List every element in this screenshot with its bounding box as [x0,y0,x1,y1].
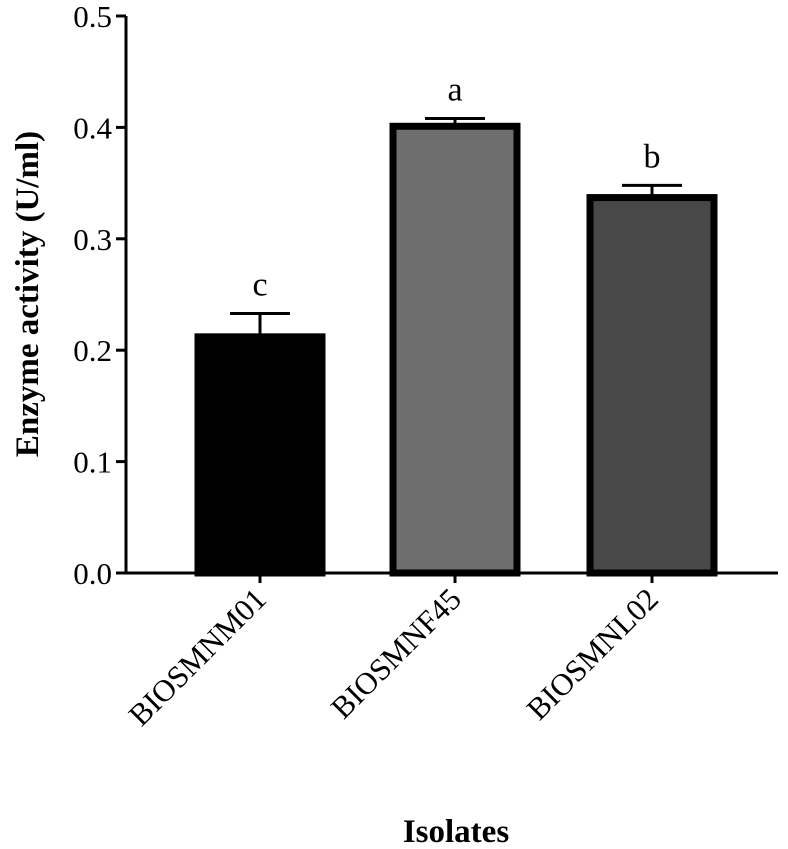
y-tick-label: 0.5 [73,0,112,34]
category-label: BIOSMNM01 [122,581,273,732]
y-axis-title: Enzyme activity (U/ml) [10,131,46,457]
significance-label: a [447,71,462,108]
y-axis-ticks: 0.0 0.1 0.2 0.3 0.4 0.5 [73,0,126,591]
x-axis-title: Isolates [403,814,509,849]
category-label: BIOSMNF45 [324,581,468,725]
bar-biosmnl02 [586,194,718,577]
y-tick-label: 0.1 [73,445,112,480]
y-tick-label: 0.4 [73,110,112,145]
category-labels: BIOSMNM01 BIOSMNF45 BIOSMNL02 [122,581,665,732]
significance-labels: c a b [252,71,660,303]
category-label: BIOSMNL02 [520,581,665,726]
y-tick-label: 0.3 [73,222,112,257]
significance-label: b [644,138,661,175]
error-bars [230,116,682,337]
bars [194,122,718,577]
bar-biosmnm01 [194,333,326,577]
bar-biosmnf45 [389,122,521,577]
y-tick-label: 0.2 [73,333,112,368]
significance-label: c [252,266,267,303]
y-tick-label: 0.0 [73,556,112,591]
